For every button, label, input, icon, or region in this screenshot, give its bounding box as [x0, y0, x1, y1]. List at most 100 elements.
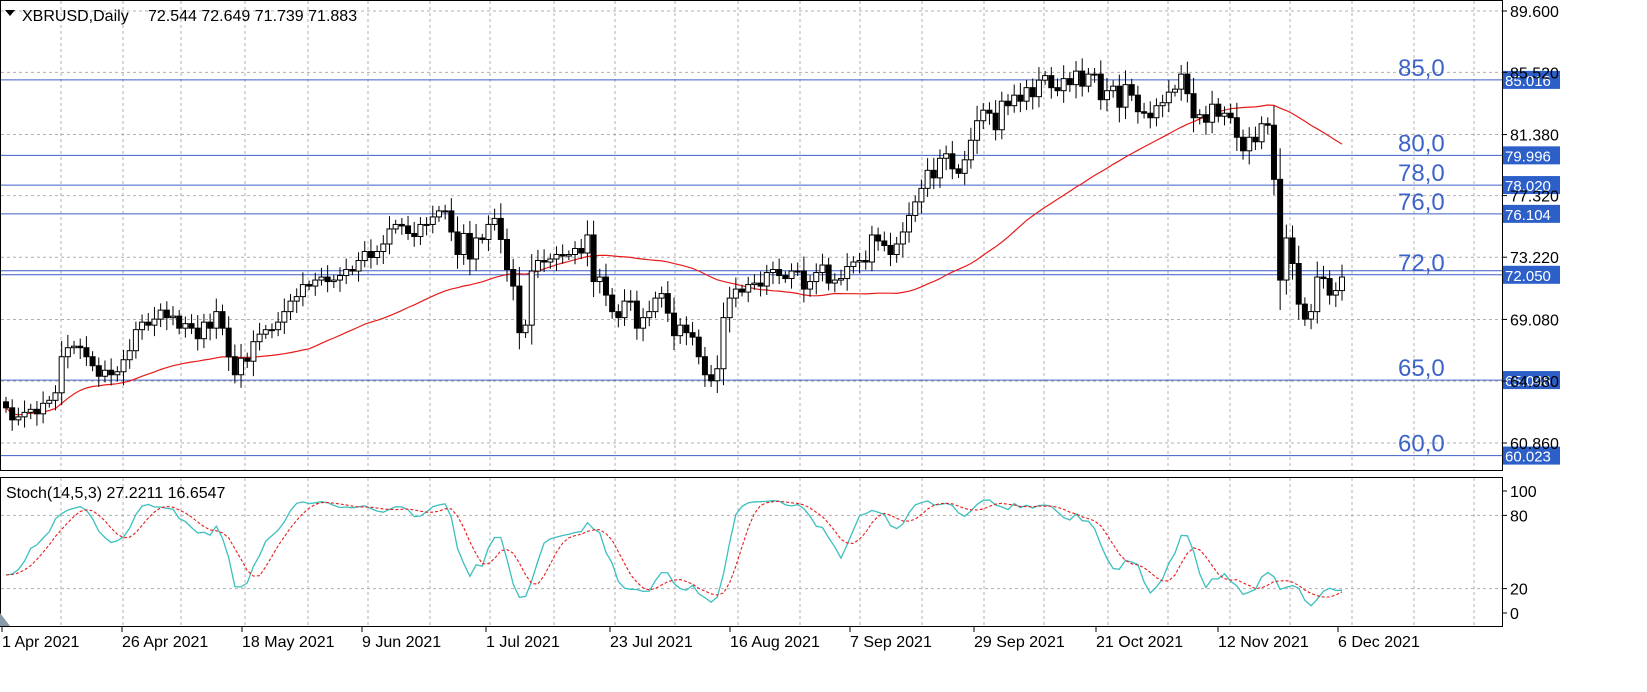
- candle-body[interactable]: [881, 240, 888, 246]
- candle-body[interactable]: [695, 336, 702, 358]
- candle-body[interactable]: [980, 109, 987, 122]
- candle-body[interactable]: [720, 317, 727, 370]
- candle-body[interactable]: [1184, 73, 1191, 95]
- candle-body[interactable]: [510, 269, 517, 287]
- candle-body[interactable]: [850, 261, 857, 268]
- candle-body[interactable]: [807, 281, 814, 290]
- candle-body[interactable]: [64, 347, 71, 358]
- candle-body[interactable]: [324, 276, 331, 283]
- candle-body[interactable]: [590, 234, 597, 283]
- candle-body[interactable]: [875, 234, 882, 242]
- candle-body[interactable]: [677, 324, 684, 337]
- candle-body[interactable]: [825, 264, 832, 284]
- candle-body[interactable]: [1196, 114, 1203, 119]
- candle-body[interactable]: [602, 276, 609, 296]
- candle-body[interactable]: [1295, 263, 1302, 305]
- candle-body[interactable]: [701, 356, 708, 376]
- candle-body[interactable]: [745, 284, 752, 293]
- candle-body[interactable]: [986, 109, 993, 114]
- candle-body[interactable]: [1320, 276, 1327, 280]
- candle-body[interactable]: [943, 153, 950, 159]
- candle-body[interactable]: [1091, 73, 1098, 76]
- candle-body[interactable]: [182, 323, 189, 329]
- candle-body[interactable]: [293, 296, 300, 302]
- candle-body[interactable]: [1110, 85, 1117, 92]
- candle-body[interactable]: [262, 329, 269, 335]
- candle-body[interactable]: [813, 272, 820, 283]
- candle-body[interactable]: [1202, 114, 1209, 123]
- candle-body[interactable]: [126, 350, 133, 361]
- candle-body[interactable]: [671, 312, 677, 337]
- candle-body[interactable]: [200, 321, 207, 340]
- candle-body[interactable]: [732, 288, 739, 299]
- candle-body[interactable]: [955, 168, 962, 174]
- candle-body[interactable]: [95, 365, 102, 377]
- candle-body[interactable]: [1147, 112, 1154, 119]
- candle-body[interactable]: [374, 251, 381, 259]
- candle-body[interactable]: [689, 332, 696, 338]
- candle-body[interactable]: [547, 258, 554, 263]
- candle-body[interactable]: [553, 254, 560, 260]
- candle-body[interactable]: [231, 356, 238, 376]
- candle-body[interactable]: [1264, 123, 1271, 126]
- candle-body[interactable]: [349, 269, 356, 272]
- candle-body[interactable]: [974, 120, 981, 141]
- candle-body[interactable]: [936, 157, 943, 179]
- candle-body[interactable]: [609, 294, 616, 313]
- candle-body[interactable]: [1029, 87, 1036, 98]
- candle-body[interactable]: [584, 234, 591, 254]
- candle-body[interactable]: [819, 264, 826, 274]
- candle-body[interactable]: [157, 309, 164, 320]
- candle-body[interactable]: [1079, 70, 1086, 87]
- candle-body[interactable]: [1283, 237, 1290, 281]
- candle-body[interactable]: [1073, 70, 1080, 86]
- candle-body[interactable]: [188, 323, 195, 329]
- candle-body[interactable]: [207, 321, 214, 329]
- candle-body[interactable]: [417, 223, 424, 237]
- candle-body[interactable]: [1054, 87, 1061, 92]
- candle-body[interactable]: [1258, 123, 1265, 143]
- candle-body[interactable]: [392, 223, 399, 230]
- candle-body[interactable]: [1159, 102, 1166, 107]
- candle-body[interactable]: [497, 217, 504, 240]
- candle-body[interactable]: [1141, 111, 1148, 114]
- candle-body[interactable]: [448, 210, 455, 233]
- candle-body[interactable]: [534, 260, 541, 272]
- candle-body[interactable]: [633, 300, 640, 329]
- candle-body[interactable]: [330, 279, 337, 283]
- candle-body[interactable]: [491, 217, 498, 225]
- candle-body[interactable]: [435, 210, 442, 218]
- candle-body[interactable]: [460, 232, 467, 256]
- candle-body[interactable]: [176, 315, 183, 329]
- candle-body[interactable]: [145, 321, 152, 326]
- candle-body[interactable]: [1023, 87, 1030, 102]
- candle-body[interactable]: [572, 247, 579, 256]
- candle-body[interactable]: [788, 270, 795, 280]
- candle-body[interactable]: [893, 243, 900, 256]
- candle-body[interactable]: [1116, 85, 1123, 108]
- candle-body[interactable]: [318, 276, 325, 281]
- candle-body[interactable]: [1017, 94, 1024, 102]
- candle-body[interactable]: [640, 317, 647, 329]
- candle-body[interactable]: [1097, 73, 1104, 101]
- price-axis[interactable]: 89.600 85.520 81.380 77.320 73.220 69.080 64.9…: [1502, 4, 1559, 453]
- candle-body[interactable]: [504, 238, 510, 271]
- candle-body[interactable]: [621, 300, 628, 319]
- candle-body[interactable]: [139, 321, 146, 331]
- candle-body[interactable]: [1252, 136, 1259, 143]
- candle-body[interactable]: [967, 139, 974, 161]
- candle-body[interactable]: [268, 329, 275, 332]
- candle-body[interactable]: [1035, 79, 1042, 98]
- candle-body[interactable]: [306, 284, 313, 287]
- candle-body[interactable]: [1048, 75, 1055, 89]
- candle-body[interactable]: [998, 100, 1005, 131]
- candle-body[interactable]: [714, 368, 721, 382]
- candle-body[interactable]: [1289, 237, 1296, 265]
- candle-body[interactable]: [1246, 136, 1253, 152]
- candle-body[interactable]: [58, 356, 65, 394]
- candle-body[interactable]: [751, 282, 758, 286]
- candle-body[interactable]: [912, 201, 919, 216]
- candle-body[interactable]: [89, 356, 96, 367]
- candle-body[interactable]: [627, 300, 634, 303]
